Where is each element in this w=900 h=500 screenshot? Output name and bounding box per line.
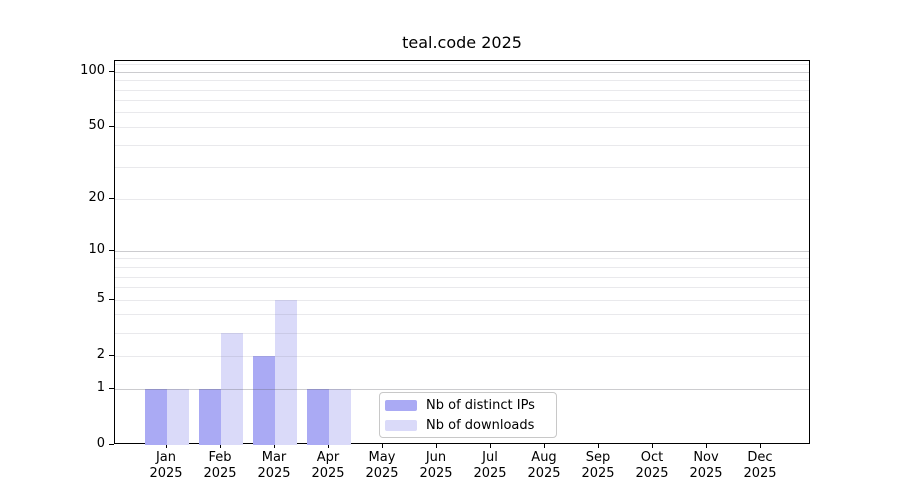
- x-tick-label-sep: Sep 2025: [571, 450, 625, 482]
- y-tick-label-50: 50: [88, 118, 105, 134]
- x-tick-apr: [328, 444, 329, 448]
- x-tick-oct: [652, 444, 653, 448]
- y-tick-50: [109, 126, 114, 128]
- x-tick-nov: [706, 444, 707, 448]
- x-tick-sep: [598, 444, 599, 448]
- x-tick-month: Mar: [261, 450, 287, 465]
- x-tick-year: 2025: [419, 466, 453, 481]
- y-tick-10: [109, 250, 114, 252]
- x-tick-label-aug: Aug 2025: [517, 450, 571, 482]
- x-tick-feb: [220, 444, 221, 448]
- y-tick-label-5: 5: [96, 291, 105, 307]
- legend: Nb of distinct IPs Nb of downloads: [379, 392, 557, 438]
- y-tick-2: [109, 355, 114, 357]
- x-tick-jul: [490, 444, 491, 448]
- x-tick-label-may: May 2025: [355, 450, 409, 482]
- y-tick-label-0: 0: [96, 436, 105, 451]
- x-tick-label-jan: Jan 2025: [139, 450, 193, 482]
- bar-nb-of-distinct-ips-apr: [307, 389, 329, 445]
- x-tick-year: 2025: [365, 466, 399, 481]
- x-tick-month: Apr: [316, 450, 340, 465]
- x-tick-month: Jan: [155, 450, 177, 465]
- bar-nb-of-distinct-ips-mar: [253, 356, 275, 445]
- x-tick-label-feb: Feb 2025: [193, 450, 247, 482]
- y-tick-label-100: 100: [80, 63, 105, 79]
- x-tick-year: 2025: [689, 466, 723, 481]
- x-tick-month: Nov: [693, 450, 719, 465]
- x-tick-label-mar: Mar 2025: [247, 450, 301, 482]
- legend-swatch-downloads: [385, 419, 417, 431]
- y-tick-label-20: 20: [88, 190, 105, 206]
- x-tick-label-jul: Jul 2025: [463, 450, 517, 482]
- bars-layer: [115, 61, 809, 445]
- x-tick-label-dec: Dec 2025: [733, 450, 787, 482]
- x-tick-label-oct: Oct 2025: [625, 450, 679, 482]
- x-tick-month: Aug: [531, 450, 557, 465]
- y-tick-100: [109, 71, 114, 73]
- bar-nb-of-downloads-apr: [329, 389, 351, 445]
- y-tick-label-1: 1: [96, 380, 105, 395]
- y-tick-20: [109, 198, 114, 200]
- x-tick-jun: [436, 444, 437, 448]
- x-tick-label-apr: Apr 2025: [301, 450, 355, 482]
- x-tick-year: 2025: [581, 466, 615, 481]
- x-tick-year: 2025: [203, 466, 237, 481]
- x-tick-mar: [274, 444, 275, 448]
- x-tick-jan: [166, 444, 167, 448]
- x-tick-month: Jun: [425, 450, 447, 465]
- x-tick-month: Sep: [585, 450, 611, 465]
- x-tick-dec: [760, 444, 761, 448]
- bar-nb-of-downloads-jan: [167, 389, 189, 445]
- legend-item-downloads: Nb of downloads: [385, 416, 556, 435]
- x-tick-month: Jul: [482, 450, 498, 465]
- legend-swatch-distinct-ips: [385, 399, 417, 411]
- bar-nb-of-distinct-ips-feb: [199, 389, 221, 445]
- bar-nb-of-distinct-ips-jan: [145, 389, 167, 445]
- x-tick-month: Feb: [208, 450, 232, 465]
- x-tick-year: 2025: [311, 466, 345, 481]
- x-tick-label-jun: Jun 2025: [409, 450, 463, 482]
- y-tick-label-10: 10: [88, 242, 105, 258]
- bar-nb-of-downloads-feb: [221, 333, 243, 445]
- plot-area: Nb of distinct IPs Nb of downloads: [114, 60, 810, 445]
- legend-label-downloads: Nb of downloads: [426, 417, 535, 433]
- chart-title: teal.code 2025: [402, 33, 522, 52]
- y-tick-1: [109, 388, 114, 389]
- y-tick-label-2: 2: [96, 347, 105, 363]
- x-tick-year: 2025: [473, 466, 507, 481]
- x-tick-month: Dec: [747, 450, 773, 465]
- x-tick-aug: [544, 444, 545, 448]
- x-tick-year: 2025: [257, 466, 291, 481]
- bar-nb-of-downloads-mar: [275, 300, 297, 445]
- x-tick-month: May: [368, 450, 396, 465]
- x-tick-year: 2025: [635, 466, 669, 481]
- x-tick-may: [382, 444, 383, 448]
- x-tick-year: 2025: [527, 466, 561, 481]
- x-tick-label-nov: Nov 2025: [679, 450, 733, 482]
- x-tick-year: 2025: [743, 466, 777, 481]
- y-tick-5: [109, 299, 114, 301]
- x-tick-month: Oct: [640, 450, 664, 465]
- legend-label-distinct-ips: Nb of distinct IPs: [426, 397, 535, 413]
- x-tick-year: 2025: [149, 466, 183, 481]
- legend-item-distinct-ips: Nb of distinct IPs: [385, 396, 556, 415]
- y-tick-0: [109, 444, 114, 445]
